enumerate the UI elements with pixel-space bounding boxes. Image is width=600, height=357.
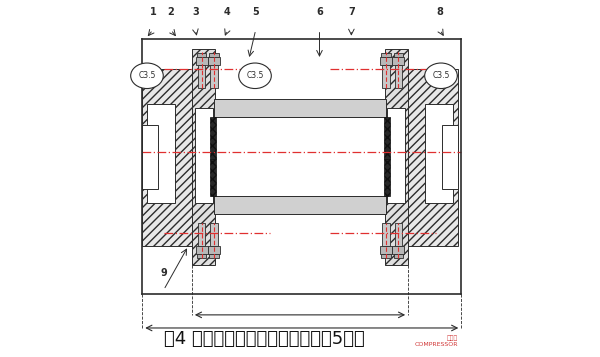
Bar (214, 196, 386, 214)
Bar (381, 53, 391, 57)
Bar (197, 65, 205, 88)
Text: C3.5: C3.5 (138, 71, 155, 80)
Bar (214, 116, 386, 196)
Text: C3.5: C3.5 (432, 71, 449, 80)
Bar (208, 246, 220, 253)
Ellipse shape (239, 63, 271, 89)
Bar (192, 49, 215, 265)
Bar (196, 246, 208, 253)
Bar (395, 223, 403, 246)
Text: 1: 1 (149, 7, 157, 17)
Bar (196, 57, 208, 65)
Bar (380, 246, 392, 253)
Text: 8: 8 (436, 7, 443, 17)
Bar (208, 57, 220, 65)
Bar (394, 253, 403, 258)
Bar (388, 108, 405, 203)
Bar (382, 223, 389, 246)
Bar (385, 49, 408, 265)
Bar (392, 57, 404, 65)
Bar (384, 159, 389, 196)
Bar (147, 104, 175, 203)
Bar (442, 125, 458, 189)
Bar (382, 65, 389, 88)
Bar (211, 117, 216, 159)
Text: C3.5: C3.5 (247, 71, 264, 80)
Text: 3: 3 (192, 7, 199, 17)
Bar (214, 99, 386, 116)
Bar (381, 253, 391, 258)
Bar (211, 223, 218, 246)
Bar (211, 159, 216, 196)
Ellipse shape (425, 63, 457, 89)
Bar (394, 53, 403, 57)
Bar (195, 108, 212, 203)
Bar (395, 65, 403, 88)
Bar (406, 69, 458, 246)
Bar (211, 65, 218, 88)
Text: 9: 9 (160, 268, 167, 278)
Bar (197, 223, 205, 246)
Text: 7: 7 (348, 7, 355, 17)
Bar (197, 253, 206, 258)
Text: 6: 6 (316, 7, 323, 17)
Bar (384, 117, 389, 159)
Text: 4: 4 (224, 7, 231, 17)
Ellipse shape (131, 63, 163, 89)
Bar (380, 57, 392, 65)
Bar (209, 53, 219, 57)
Bar (142, 69, 194, 246)
Text: 5: 5 (253, 7, 259, 17)
Bar (209, 253, 219, 258)
Bar (197, 53, 206, 57)
Bar (425, 104, 453, 203)
Text: 2: 2 (167, 7, 174, 17)
Bar (392, 246, 404, 253)
Text: 压缩机
COMPRESSOR: 压缩机 COMPRESSOR (414, 335, 458, 347)
Bar (142, 125, 158, 189)
Text: 图4 联轴器图纸，断裂螺栓位于件5位置: 图4 联轴器图纸，断裂螺栓位于件5位置 (164, 330, 365, 348)
